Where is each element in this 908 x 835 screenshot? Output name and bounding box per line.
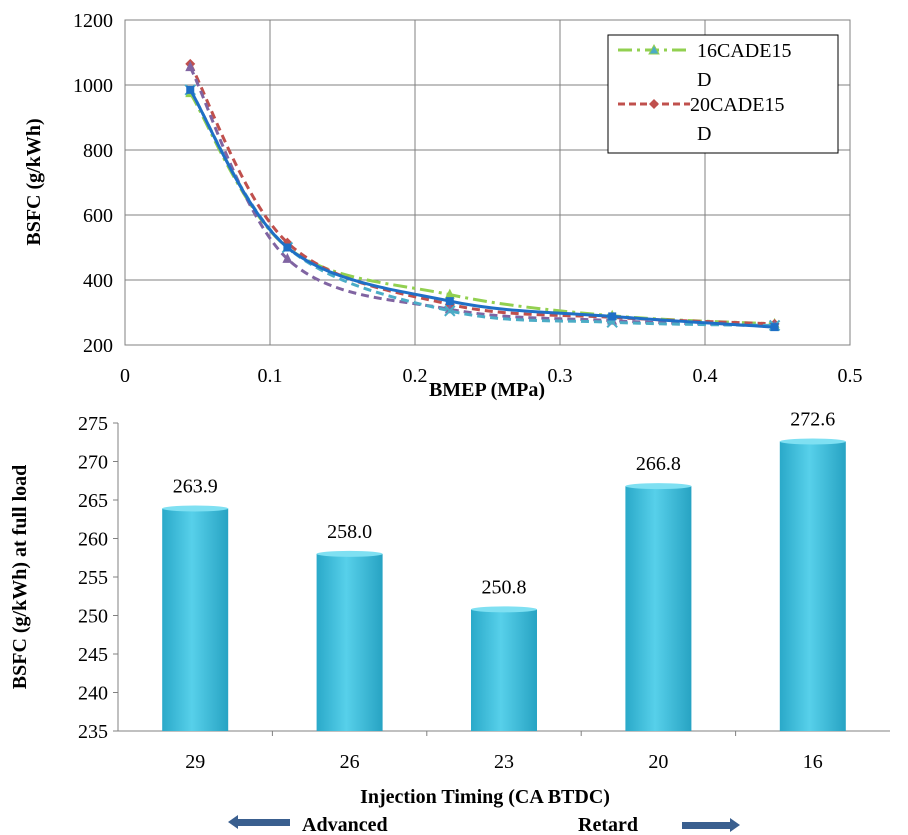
line-chart: 200 400 600 800 1000 1200 0 0.1 0.2 0.3 0.4 0.5 BS…: [23, 10, 863, 401]
bar-value-label: 258.0: [327, 521, 372, 543]
bar-29: 263.9: [162, 475, 229, 731]
y-tick-label: 240: [78, 683, 108, 705]
legend-label-16cade15d: 16CADE15: [697, 40, 791, 62]
y-tick-label: 600: [83, 205, 113, 227]
y-tick-label: 255: [78, 567, 108, 589]
line-chart-x-axis-title: BMEP (MPa): [429, 379, 545, 401]
line-chart-x-ticks: 0 0.1 0.2 0.3 0.4 0.5: [120, 365, 863, 387]
y-tick-label: 275: [78, 413, 108, 435]
bar-16: 272.6: [779, 408, 846, 731]
bar-rect: [625, 486, 692, 731]
data-point-marker: [444, 305, 456, 317]
legend-item-20cade15d: 20CADE15 D: [618, 94, 784, 145]
legend-item-16cade15d: 16CADE15 D: [618, 40, 791, 91]
bar-23: 250.8: [471, 576, 537, 731]
data-point-marker: [445, 297, 454, 306]
x-tick-label: 29: [185, 751, 205, 773]
x-tick-label: 16: [803, 751, 823, 773]
y-tick-label: 245: [78, 644, 108, 666]
x-tick-label: 0.5: [838, 365, 863, 387]
bar-chart-x-ticks: 29 26 23 20 16: [185, 731, 823, 773]
x-tick-label: 26: [340, 751, 360, 773]
line-chart-plot-area: [124, 19, 851, 346]
bar-rect: [779, 441, 846, 731]
bar-value-label: 250.8: [482, 576, 527, 598]
x-tick-label: 0: [120, 365, 130, 387]
data-point-marker: [283, 243, 292, 252]
x-tick-label: 0.2: [403, 365, 428, 387]
advanced-label: Advanced: [302, 814, 388, 835]
bar-20: 266.8: [625, 453, 692, 731]
legend-label-20cade15d-wrap: D: [697, 123, 711, 145]
retard-annotation: Retard: [578, 814, 740, 835]
bar-value-label: 272.6: [790, 408, 835, 430]
bar-rect: [471, 609, 537, 731]
y-tick-label: 1200: [73, 10, 113, 32]
line-chart-y-axis-title: BSFC (g/kWh): [23, 118, 45, 245]
bar-value-label: 266.8: [636, 453, 681, 475]
x-tick-label: 0.1: [258, 365, 283, 387]
bar-top-cap: [471, 606, 537, 613]
advanced-annotation: Advanced: [228, 814, 388, 835]
line-chart-y-ticks: 200 400 600 800 1000 1200: [73, 10, 113, 357]
x-tick-label: 20: [648, 751, 668, 773]
data-point-marker: [444, 288, 455, 299]
bar-top-cap: [316, 550, 383, 557]
bar-chart-y-ticks: 235 240 245 250 255 260 265 270 275: [78, 413, 118, 743]
bar-value-label: 263.9: [173, 475, 218, 497]
bar-26: 258.0: [316, 521, 383, 731]
y-tick-label: 270: [78, 452, 108, 474]
x-tick-label: 0.4: [693, 365, 718, 387]
y-tick-label: 400: [83, 270, 113, 292]
data-point-marker: [186, 85, 195, 94]
y-tick-label: 200: [83, 335, 113, 357]
y-tick-label: 250: [78, 606, 108, 628]
bar-chart: 235 240 245 250 255 260 265 270 275 263.9 258.0 25…: [9, 408, 890, 835]
bar-top-cap: [625, 483, 692, 490]
x-tick-label: 23: [494, 751, 514, 773]
legend-marker-16cade15d: [648, 43, 660, 55]
bar-chart-x-axis-title: Injection Timing (CA BTDC): [360, 786, 610, 808]
y-tick-label: 260: [78, 529, 108, 551]
x-tick-label: 0.3: [548, 365, 573, 387]
bar-rect: [162, 508, 229, 731]
series-unnamed-4: [186, 85, 779, 332]
y-tick-label: 235: [78, 721, 108, 743]
bar-top-cap: [779, 438, 846, 445]
retard-label: Retard: [578, 814, 638, 835]
bar-top-cap: [162, 505, 229, 512]
legend-box: [607, 34, 839, 154]
data-point-marker: [608, 312, 617, 321]
y-tick-label: 800: [83, 140, 113, 162]
data-point-marker: [770, 323, 779, 332]
legend-label-16cade15d-wrap: D: [697, 69, 711, 91]
bar-rect: [316, 553, 383, 731]
bar-chart-bars: 263.9 258.0 250.8 266.8 272.6: [162, 408, 846, 731]
data-point-marker: [185, 61, 196, 72]
legend-marker-20cade15d: [649, 99, 659, 109]
line-chart-series: [184, 58, 781, 332]
data-point-marker: [282, 252, 293, 263]
line-chart-legend: 16CADE15 D 20CADE15 D: [607, 34, 839, 154]
y-tick-label: 1000: [73, 75, 113, 97]
bar-chart-y-axis-title: BSFC (g/kWh) at full load: [9, 465, 31, 689]
legend-label-20cade15d: 20CADE15: [690, 94, 784, 116]
left-arrow-icon: [228, 815, 290, 829]
right-arrow-icon: [682, 818, 740, 832]
y-tick-label: 265: [78, 490, 108, 512]
